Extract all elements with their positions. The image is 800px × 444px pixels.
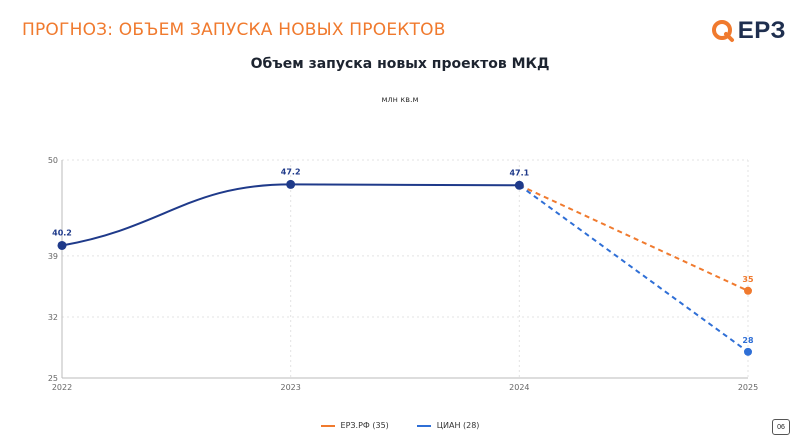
slide-title: ПРОГНОЗ: ОБЪЕМ ЗАПУСКА НОВЫХ ПРОЕКТОВ [22, 20, 446, 40]
line-chart: 25 32 39 50 2022 2023 2024 2025 35 28 40.2 47.2 47.1 [48, 156, 758, 392]
legend-label-erz: ЕРЗ.РФ (35) [340, 421, 389, 430]
legend-swatch-cian [416, 424, 431, 427]
y-tick-25: 25 [48, 374, 58, 383]
legend-swatch-erz [320, 424, 335, 427]
x-tick-2024: 2024 [509, 383, 529, 392]
legend-item-erz: ЕРЗ.РФ (35) [320, 421, 389, 430]
series-label-0: 35 [742, 275, 754, 284]
page-number: 06 [772, 419, 790, 435]
x-tick-2025: 2025 [738, 383, 758, 392]
y-tick-32: 32 [48, 313, 58, 322]
series-line-1 [518, 184, 749, 353]
legend-label-cian: ЦИАН (28) [436, 421, 480, 430]
y-tick-50: 50 [48, 156, 58, 165]
x-tick-2023: 2023 [280, 383, 300, 392]
history-label-0: 40.2 [52, 228, 72, 237]
history-point-0 [57, 240, 67, 250]
logo-text: ЕРЗ [737, 17, 786, 44]
history-label-2: 47.1 [509, 168, 529, 177]
series-line-0 [518, 184, 749, 292]
chart-title: Объем запуска новых проектов МКД [250, 56, 550, 72]
series-label-1: 28 [742, 336, 754, 345]
series-point-1 [744, 347, 752, 356]
legend-item-cian: ЦИАН (28) [416, 421, 480, 430]
chart-legend: ЕРЗ.РФ (35) ЦИАН (28) [0, 421, 800, 430]
x-tick-2022: 2022 [52, 383, 72, 392]
series-point-0 [744, 286, 752, 295]
history-label-1: 47.2 [281, 167, 301, 176]
history-point-2 [514, 180, 524, 190]
units-label: млн кв.м [381, 95, 419, 104]
logo-icon [711, 20, 734, 42]
company-logo: ЕРЗ [711, 16, 786, 46]
y-tick-39: 39 [48, 252, 58, 261]
history-point-1 [286, 179, 296, 189]
